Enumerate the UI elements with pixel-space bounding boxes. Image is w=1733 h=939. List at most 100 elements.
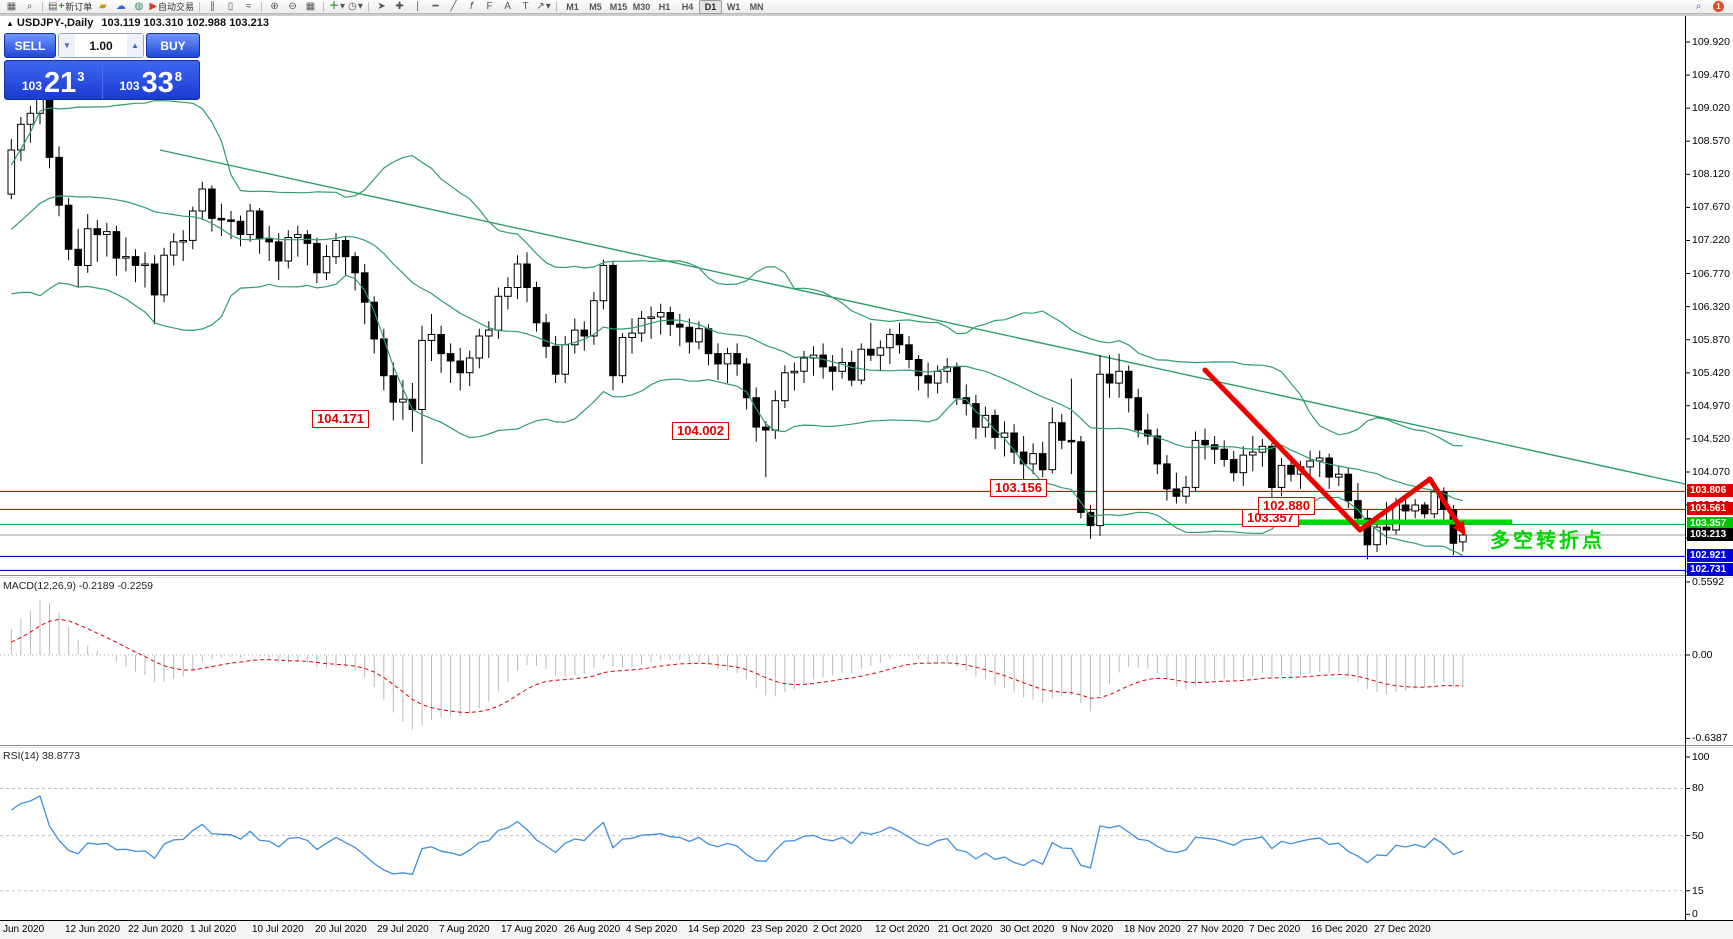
date-label: 27 Nov 2020 bbox=[1187, 924, 1244, 935]
toolbar-separator bbox=[199, 1, 201, 12]
one-click-trade-panel: SELL ▼ 1.00 ▲ BUY 103 21 3 103 33 8 bbox=[4, 33, 200, 100]
vertical-line-tool[interactable]: ∣ bbox=[415, 0, 421, 12]
toolbar-separator bbox=[323, 1, 325, 12]
sell-button[interactable]: SELL bbox=[4, 33, 56, 58]
volume-stepper[interactable]: ▼ 1.00 ▲ bbox=[58, 33, 144, 58]
search-icon[interactable]: ⌕ bbox=[1695, 0, 1702, 12]
crosshair-tool[interactable]: ✚ bbox=[395, 0, 404, 12]
timeframe-button-M1[interactable]: M1 bbox=[566, 1, 579, 12]
toolbar-separator bbox=[368, 1, 370, 12]
autotrading-icon: ▶ bbox=[149, 0, 158, 12]
macd-tick-label: 0.5592 bbox=[1692, 576, 1725, 588]
price-tick-label: 104.520 bbox=[1692, 433, 1730, 445]
date-label: 10 Jul 2020 bbox=[252, 924, 304, 935]
price-annotation-102.880: 102.880 bbox=[1258, 497, 1315, 515]
candle-chart-button[interactable]: ▯ bbox=[227, 0, 234, 12]
buy-button[interactable]: BUY bbox=[146, 33, 200, 58]
add-indicator-button[interactable]: ＋ ▾ bbox=[329, 0, 346, 12]
price-badge-103.806: 103.806 bbox=[1687, 484, 1733, 497]
date-label: 23 Sep 2020 bbox=[751, 924, 808, 935]
gold-icon[interactable]: ▰ bbox=[98, 0, 107, 12]
new-order-button[interactable]: ▤ + 新订单 bbox=[48, 0, 93, 12]
horizontal-line-tool[interactable]: ━ bbox=[432, 0, 439, 12]
plus-icon: + bbox=[58, 0, 65, 12]
date-label: 7 Aug 2020 bbox=[439, 924, 490, 935]
price-tick-label: 108.120 bbox=[1692, 168, 1730, 180]
price-tick-label: 104.970 bbox=[1692, 400, 1730, 412]
date-label: 18 Nov 2020 bbox=[1124, 924, 1181, 935]
timeframe-button-H4[interactable]: H4 bbox=[681, 1, 694, 12]
date-label: 26 Aug 2020 bbox=[564, 924, 621, 935]
price-tick-label: 105.420 bbox=[1692, 367, 1730, 379]
date-label: 27 Dec 2020 bbox=[1374, 924, 1431, 935]
price-tick-label: 104.070 bbox=[1692, 466, 1730, 478]
time-axis-strip[interactable] bbox=[0, 921, 1733, 939]
zoom-in-button[interactable]: ⊕ bbox=[270, 0, 279, 12]
price-tick-label: 109.920 bbox=[1692, 36, 1730, 48]
date-label: 17 Aug 2020 bbox=[501, 924, 558, 935]
date-label: 7 Dec 2020 bbox=[1249, 924, 1301, 935]
line-chart-button[interactable]: ≈ bbox=[245, 0, 252, 12]
autotrading-button[interactable]: ▶ 自动交易 bbox=[149, 0, 195, 12]
notification-badge[interactable]: 1 bbox=[1713, 1, 1724, 12]
volume-value[interactable]: 1.00 bbox=[89, 38, 113, 53]
price-tick-label: 109.020 bbox=[1692, 102, 1730, 114]
timeframe-button-M5[interactable]: M5 bbox=[589, 1, 602, 12]
price-tick-label: 107.670 bbox=[1692, 201, 1730, 213]
toolbar: ▦ ⌕ ▤ + 新订单 ▰ ☁ ◍ ▶ 自动交易 ∥ ▯ ≈ ⊕ ⊖ ▦ ＋ ▾ … bbox=[0, 0, 1733, 14]
price-badge-102.731: 102.731 bbox=[1687, 563, 1733, 576]
chart-window-icon[interactable]: ▦ bbox=[6, 0, 17, 12]
rsi-tick-label: 15 bbox=[1692, 885, 1704, 897]
tile-windows-button[interactable]: ▦ bbox=[305, 0, 316, 12]
timeframe-button-M15[interactable]: M15 bbox=[609, 1, 628, 12]
label-tool[interactable]: T bbox=[522, 0, 529, 12]
date-label: 12 Oct 2020 bbox=[875, 924, 930, 935]
price-tick-label: 108.570 bbox=[1692, 135, 1730, 147]
new-order-icon: ▤ bbox=[48, 0, 58, 12]
zoom-out-button[interactable]: ⊖ bbox=[288, 0, 297, 12]
price-badge-102.921: 102.921 bbox=[1687, 549, 1733, 562]
cursor-tool[interactable]: ➤ bbox=[377, 0, 386, 12]
trendline-tool[interactable]: ╱ bbox=[450, 0, 457, 12]
rsi-tick-label: 80 bbox=[1692, 782, 1704, 794]
bid-ask-display: 103 21 3 103 33 8 bbox=[4, 60, 200, 100]
date-label: 12 Jun 2020 bbox=[65, 924, 121, 935]
date-label: 2 Oct 2020 bbox=[813, 924, 862, 935]
macd-tick-label: -0.6387 bbox=[1692, 732, 1728, 744]
timeframe-button-M30[interactable]: M30 bbox=[632, 1, 651, 12]
market-watch-icon[interactable]: ⌕ bbox=[26, 0, 33, 12]
community-icon[interactable]: ☁ bbox=[115, 0, 126, 12]
turning-point-note[interactable]: 多空转折点 bbox=[1490, 530, 1605, 552]
bar-chart-button[interactable]: ∥ bbox=[210, 0, 216, 12]
timeframe-button-H1[interactable]: H1 bbox=[658, 1, 671, 12]
timeframe-button-W1[interactable]: W1 bbox=[726, 1, 741, 12]
signals-icon[interactable]: ◍ bbox=[134, 0, 144, 12]
text-tool[interactable]: A bbox=[504, 0, 511, 12]
timeframe-button-MN[interactable]: MN bbox=[749, 1, 764, 12]
chart-title: ▲ USDJPY-,Daily 103.119 103.310 102.988 10… bbox=[6, 17, 269, 29]
date-label: 1 Jul 2020 bbox=[190, 924, 237, 935]
volume-decrease-icon[interactable]: ▼ bbox=[59, 34, 75, 57]
timeframe-button-D1[interactable]: D1 bbox=[699, 0, 723, 14]
date-label: 21 Oct 2020 bbox=[938, 924, 993, 935]
timeframe-group: M1 M5 M15 M30 H1 H4 D1 W1 MN bbox=[561, 0, 768, 14]
date-label: 14 Sep 2020 bbox=[688, 924, 745, 935]
period-button[interactable]: ◷ ▾ bbox=[348, 0, 363, 12]
price-tick-label: 106.320 bbox=[1692, 301, 1730, 313]
ask-price: 103 33 8 bbox=[119, 67, 183, 99]
price-tick-label: 106.770 bbox=[1692, 268, 1730, 280]
arrows-tool[interactable]: ↗ ▾ bbox=[536, 0, 551, 12]
price-tick-label: 105.870 bbox=[1692, 334, 1730, 346]
volume-increase-icon[interactable]: ▲ bbox=[127, 34, 143, 57]
date-label: 30 Oct 2020 bbox=[1000, 924, 1055, 935]
date-label: Jun 2020 bbox=[3, 924, 45, 935]
rsi-indicator-label: RSI(14) 38.8773 bbox=[3, 750, 81, 762]
date-label: 20 Jul 2020 bbox=[315, 924, 367, 935]
toolbar-separator bbox=[556, 1, 558, 12]
channel-tool[interactable]: 𝑓 bbox=[470, 0, 474, 12]
fibonacci-tool[interactable]: F bbox=[486, 0, 493, 12]
rsi-tick-label: 50 bbox=[1692, 830, 1704, 842]
bid-price: 103 21 3 bbox=[5, 61, 103, 99]
